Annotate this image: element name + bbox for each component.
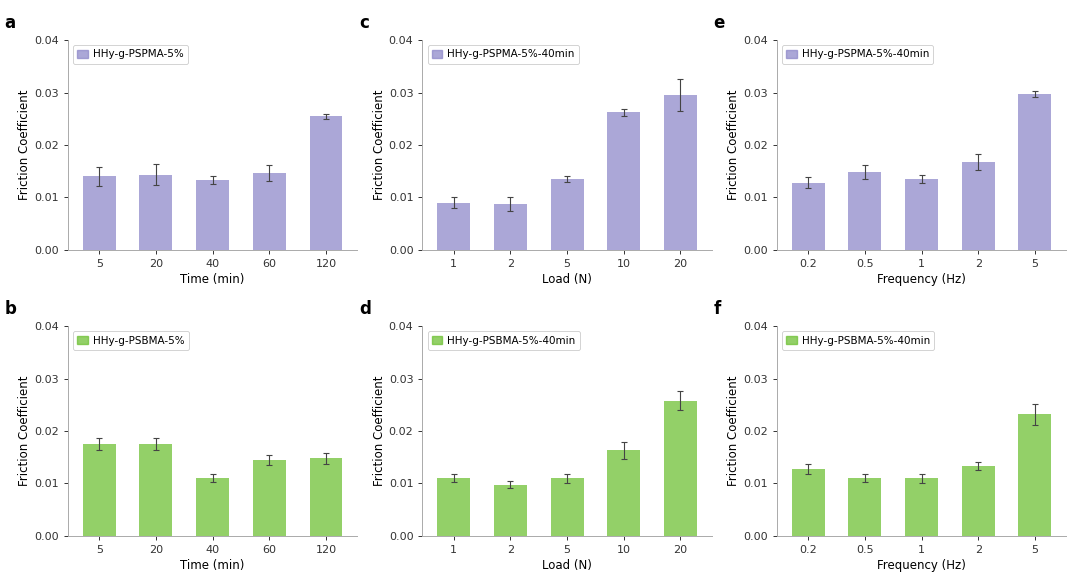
Bar (962, 162, 995, 250)
Bar (905, 478, 937, 536)
X-axis label: Load (N): Load (N) (542, 559, 592, 572)
Bar (849, 172, 881, 250)
Legend: HHy-g-PSPMA-5%-40min: HHy-g-PSPMA-5%-40min (782, 45, 933, 64)
Y-axis label: Friction Coefficient: Friction Coefficient (373, 90, 386, 200)
Text: e: e (713, 13, 725, 32)
Bar (197, 478, 229, 536)
Bar (551, 179, 583, 250)
Text: f: f (713, 300, 720, 318)
Legend: HHy-g-PSBMA-5%-40min: HHy-g-PSBMA-5%-40min (428, 331, 580, 350)
Bar (494, 205, 527, 250)
Text: d: d (359, 300, 370, 318)
Bar (1018, 414, 1051, 536)
Y-axis label: Friction Coefficient: Friction Coefficient (373, 376, 386, 486)
Text: c: c (359, 13, 368, 32)
X-axis label: Time (min): Time (min) (180, 559, 245, 572)
Y-axis label: Friction Coefficient: Friction Coefficient (728, 90, 741, 200)
Bar (139, 175, 173, 250)
Text: a: a (4, 13, 15, 32)
Bar (197, 180, 229, 250)
X-axis label: Load (N): Load (N) (542, 273, 592, 286)
Bar (310, 116, 342, 250)
Legend: HHy-g-PSBMA-5%-40min: HHy-g-PSBMA-5%-40min (782, 331, 934, 350)
X-axis label: Time (min): Time (min) (180, 273, 245, 286)
Bar (607, 113, 640, 250)
Bar (139, 444, 173, 536)
Legend: HHy-g-PSBMA-5%: HHy-g-PSBMA-5% (73, 331, 189, 350)
Bar (664, 401, 697, 536)
Y-axis label: Friction Coefficient: Friction Coefficient (728, 376, 741, 486)
Bar (437, 478, 470, 536)
Bar (664, 95, 697, 250)
Bar (253, 460, 286, 536)
Bar (962, 466, 995, 536)
Bar (494, 485, 527, 536)
Bar (83, 176, 116, 250)
Legend: HHy-g-PSPMA-5%: HHy-g-PSPMA-5% (73, 45, 188, 64)
Bar (607, 451, 640, 536)
X-axis label: Frequency (Hz): Frequency (Hz) (877, 273, 966, 286)
Legend: HHy-g-PSPMA-5%-40min: HHy-g-PSPMA-5%-40min (428, 45, 579, 64)
Bar (437, 203, 470, 250)
X-axis label: Frequency (Hz): Frequency (Hz) (877, 559, 966, 572)
Bar (551, 478, 583, 536)
Bar (83, 444, 116, 536)
Bar (905, 179, 937, 250)
Bar (792, 469, 824, 536)
Bar (310, 458, 342, 536)
Y-axis label: Friction Coefficient: Friction Coefficient (18, 90, 31, 200)
Bar (253, 173, 286, 250)
Y-axis label: Friction Coefficient: Friction Coefficient (18, 376, 31, 486)
Bar (792, 183, 824, 250)
Text: b: b (4, 300, 16, 318)
Bar (1018, 94, 1051, 250)
Bar (849, 478, 881, 536)
